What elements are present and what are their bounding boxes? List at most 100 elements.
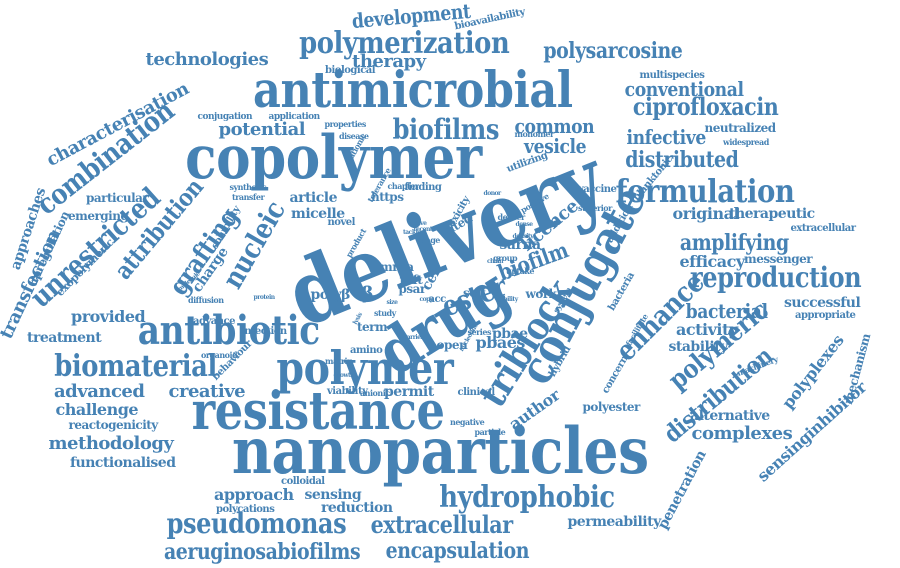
cloud-word: encapsulation: [385, 538, 529, 564]
cloud-word: methodology: [48, 433, 174, 454]
cloud-word: extracellular: [370, 510, 513, 539]
cloud-word: widespread: [723, 137, 769, 147]
cloud-word: reduction: [321, 500, 393, 516]
cloud-word: organoid: [201, 350, 238, 360]
cloud-word: psar: [398, 282, 427, 296]
cloud-word: stability: [668, 339, 729, 355]
cloud-word: infective: [626, 125, 706, 149]
cloud-word: pbae: [492, 326, 528, 342]
cloud-word: superior: [578, 203, 612, 213]
cloud-word: distributed: [625, 147, 739, 173]
cloud-word: permeability: [567, 514, 662, 530]
cloud-word: amplifying: [679, 230, 789, 256]
cloud-word: vesicle: [524, 134, 587, 158]
cloud-word: term: [357, 320, 388, 334]
cloud-word: acc: [428, 294, 447, 305]
cloud-word: appropriate: [795, 310, 856, 321]
cloud-word: neutralized: [704, 121, 777, 135]
cloud-word: article: [289, 190, 338, 206]
cloud-word: disease: [339, 131, 369, 141]
cloud-word: formulation: [615, 172, 795, 210]
cloud-word: diffusion: [188, 295, 224, 305]
cloud-word: potential: [218, 119, 306, 140]
cloud-word: biofilms: [392, 113, 500, 146]
cloud-word: treatment: [27, 330, 102, 346]
cloud-word: viability: [327, 386, 368, 397]
cloud-word: polycations: [216, 504, 275, 515]
cloud-word: hydrophobic: [439, 480, 615, 515]
cloud-word: matrix: [325, 356, 352, 366]
cloud-word: complexes: [691, 423, 793, 444]
cloud-word: dense: [515, 221, 534, 228]
cloud-word: synthetic: [229, 182, 267, 192]
cloud-word: particular: [86, 191, 149, 205]
cloud-word: common: [513, 114, 594, 138]
cloud-word: alternative: [690, 408, 770, 424]
cloud-word: anionic: [360, 388, 390, 398]
cloud-word: advance: [193, 316, 235, 327]
cloud-word: protein: [253, 294, 276, 301]
cloud-word: range: [416, 235, 441, 245]
cloud-word: raft: [399, 273, 423, 287]
cloud-word: resistance: [191, 381, 445, 442]
cloud-word: copy: [419, 296, 434, 303]
cloud-word: self: [463, 286, 486, 300]
cloud-word: multispecies: [639, 70, 705, 81]
cloud-word: therapeutic: [729, 206, 815, 222]
cloud-word: sensing: [304, 487, 362, 503]
cloud-word: colloidal: [281, 476, 325, 487]
cloud-word: recent: [413, 226, 433, 233]
cloud-word: work: [525, 287, 557, 301]
cloud-word: vaccine: [578, 184, 617, 195]
cloud-word: study: [374, 308, 396, 318]
cloud-word: barrier: [403, 334, 424, 341]
cloud-word: β: [361, 283, 374, 304]
cloud-word: emerging: [68, 209, 129, 223]
cloud-word: approach: [214, 485, 294, 504]
cloud-word: application: [268, 111, 321, 122]
cloud-word: ability: [500, 296, 518, 303]
cloud-word: tackle: [403, 229, 421, 236]
cloud-word: advanced: [54, 381, 145, 402]
cloud-word: therapy: [352, 51, 426, 72]
cloud-word: density: [512, 233, 534, 240]
cloud-word: challenge: [55, 400, 139, 419]
cloud-word: growth: [333, 372, 355, 379]
cloud-word: technologies: [145, 49, 269, 70]
cloud-word: activity: [676, 320, 738, 339]
cloud-word: biological: [325, 65, 376, 76]
cloud-word: uptake: [506, 266, 534, 276]
cloud-word: chain: [487, 258, 504, 265]
cloud-word: size: [386, 299, 398, 306]
cloud-word: polymerization: [299, 26, 510, 61]
cloud-word: creative: [168, 381, 246, 402]
cloud-word: polyester: [582, 400, 641, 414]
cloud-word: clinical: [457, 387, 496, 398]
cloud-word: group: [493, 253, 518, 263]
cloud-word: infection: [241, 326, 287, 337]
cloud-word: series: [467, 327, 492, 337]
cloud-word: pseudomonas: [166, 507, 346, 540]
cloud-word: penetration: [654, 448, 710, 532]
cloud-word: active: [409, 220, 427, 227]
cloud-word: novel: [327, 217, 356, 228]
cloud-word: finding: [404, 182, 442, 193]
cloud-word: conventional: [624, 77, 744, 101]
cloud-word: deliver: [497, 212, 526, 222]
cloud-word: bacterial: [685, 299, 768, 323]
cloud-word: polyβ: [310, 287, 351, 303]
cloud-word: pbaes: [475, 333, 526, 352]
cloud-word: ciprofloxacin: [632, 92, 778, 121]
cloud-word: copolymer: [184, 123, 482, 193]
cloud-word: original: [672, 204, 740, 223]
cloud-word: properties: [324, 119, 367, 129]
cloud-word: functionalised: [70, 455, 176, 471]
cloud-word: micelle: [291, 206, 345, 222]
cloud-word: efficacy: [679, 252, 746, 271]
cloud-word: polymer: [276, 341, 454, 395]
cloud-word: reactogenicity: [68, 418, 159, 432]
cloud-word: nanoparticles: [231, 414, 649, 489]
cloud-word: chapter: [387, 181, 419, 191]
cloud-word: biomaterial: [53, 349, 217, 384]
cloud-word: amino: [350, 345, 383, 356]
